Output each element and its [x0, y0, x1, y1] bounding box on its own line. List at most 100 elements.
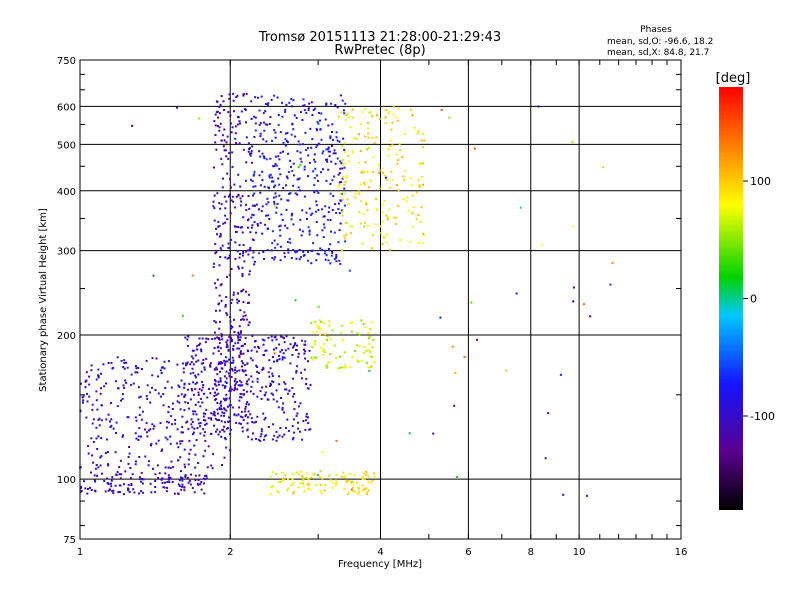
data-point: [363, 488, 366, 491]
grid-lines: [80, 60, 681, 539]
data-point: [391, 121, 394, 124]
data-point: [322, 342, 325, 345]
data-point: [373, 141, 376, 144]
data-point: [286, 489, 289, 492]
data-point: [224, 360, 227, 363]
data-point: [273, 203, 276, 205]
data-point: [284, 388, 287, 391]
data-point: [301, 209, 304, 212]
data-point: [250, 216, 253, 219]
data-point: [263, 258, 265, 260]
data-point: [341, 214, 344, 217]
data-point: [214, 383, 217, 386]
data-point: [121, 435, 124, 438]
data-point: [331, 123, 334, 126]
data-point: [154, 473, 157, 476]
data-point: [353, 137, 356, 140]
data-point: [334, 104, 337, 106]
data-point: [312, 472, 315, 475]
data-point: [191, 420, 194, 423]
data-point: [290, 105, 293, 108]
data-point: [218, 342, 221, 345]
data-point: [176, 363, 179, 366]
data-point: [151, 357, 154, 360]
data-point: [194, 388, 197, 391]
data-point: [232, 348, 235, 351]
data-point: [432, 432, 435, 435]
data-point: [119, 459, 122, 462]
data-point: [321, 229, 324, 232]
data-point: [271, 230, 274, 233]
data-point: [335, 479, 337, 482]
data-point: [476, 338, 478, 341]
data-point: [253, 115, 256, 118]
data-point: [263, 353, 266, 356]
data-point: [233, 413, 236, 416]
data-point: [229, 390, 232, 393]
data-point: [306, 483, 309, 486]
data-point: [312, 242, 315, 245]
data-point: [107, 464, 109, 467]
data-point: [212, 352, 215, 355]
data-point: [285, 140, 288, 142]
data-point: [303, 348, 305, 351]
data-point: [91, 408, 94, 411]
data-point: [298, 177, 301, 180]
data-point: [278, 225, 281, 228]
data-point: [328, 206, 331, 209]
data-point: [366, 122, 369, 125]
data-point: [335, 356, 338, 359]
data-point: [165, 490, 168, 493]
data-point: [161, 477, 164, 480]
data-point: [257, 224, 259, 227]
data-point: [166, 380, 169, 383]
data-point: [247, 226, 249, 229]
data-point: [351, 480, 354, 483]
data-point: [392, 113, 395, 116]
data-point: [132, 488, 135, 491]
data-point: [133, 491, 136, 494]
colorbar-tick-label: 100: [750, 175, 771, 188]
data-point: [286, 177, 289, 180]
data-point: [411, 211, 414, 214]
data-point: [241, 416, 244, 419]
data-point: [238, 399, 241, 402]
data-point: [294, 192, 297, 195]
data-point: [137, 435, 140, 438]
x-tick-label: 1: [77, 547, 83, 558]
data-point: [194, 474, 197, 477]
data-point: [145, 359, 148, 362]
data-point: [340, 181, 343, 183]
data-point: [220, 203, 223, 206]
data-point: [140, 480, 143, 483]
data-point: [274, 155, 277, 158]
stats-line-o: mean, sd,O: -96.6, 18.2: [607, 37, 713, 47]
data-point: [224, 207, 227, 210]
data-point: [270, 493, 272, 496]
data-point: [138, 396, 141, 399]
data-point: [209, 365, 212, 368]
data-point: [232, 200, 235, 203]
data-point: [234, 125, 237, 128]
data-point: [278, 434, 281, 437]
data-point: [229, 388, 232, 391]
data-point: [200, 362, 203, 365]
data-point: [218, 383, 220, 386]
data-point: [258, 109, 261, 112]
data-point: [284, 108, 287, 111]
data-point: [416, 191, 419, 194]
data-point: [332, 195, 335, 198]
data-point: [189, 363, 192, 366]
data-point: [225, 382, 228, 384]
data-point: [323, 489, 326, 492]
data-point: [223, 128, 226, 131]
data-point: [230, 186, 232, 189]
data-point: [174, 419, 177, 421]
data-point: [230, 268, 233, 270]
data-point: [154, 389, 157, 391]
data-point: [94, 489, 97, 492]
data-point: [221, 428, 224, 431]
data-point: [118, 484, 121, 487]
data-point: [92, 461, 95, 464]
data-point: [251, 421, 254, 424]
